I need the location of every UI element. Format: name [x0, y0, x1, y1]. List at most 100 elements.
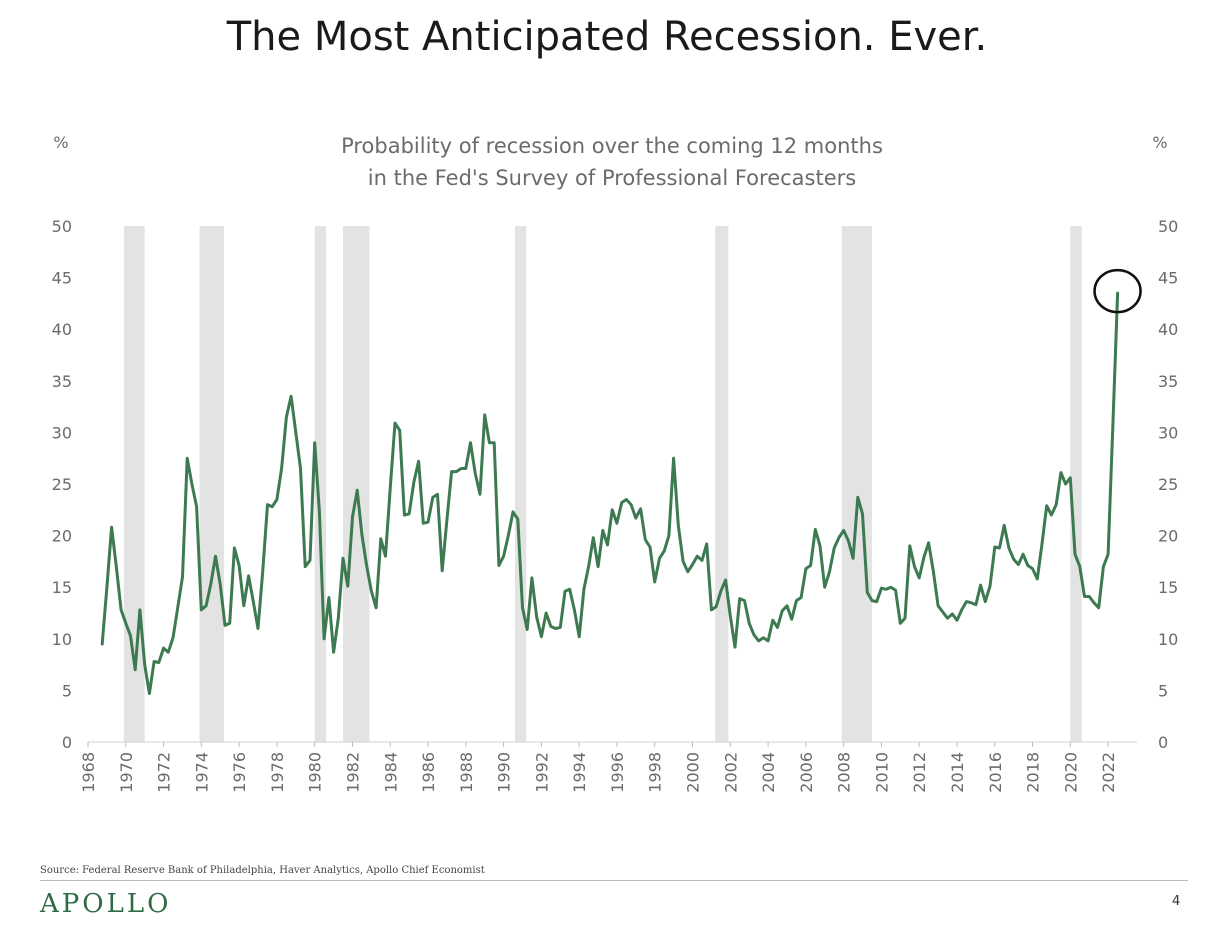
series-point	[351, 516, 353, 518]
x-tick-label: 1978	[268, 752, 287, 793]
series-point	[668, 534, 670, 536]
y-tick-left-label: 35	[52, 372, 72, 391]
series-point	[238, 564, 240, 566]
series-point	[512, 511, 514, 513]
series-point	[899, 622, 901, 624]
series-point	[417, 460, 419, 462]
y-tick-right-label: 35	[1158, 372, 1178, 391]
series-point	[937, 605, 939, 607]
series-point	[970, 601, 972, 603]
series-point	[384, 555, 386, 557]
y-tick-left-label: 5	[62, 681, 72, 700]
series-point	[299, 467, 301, 469]
series-point	[545, 612, 547, 614]
series-point	[842, 529, 844, 531]
series-point	[295, 431, 297, 433]
series-point	[129, 635, 131, 637]
series-point	[1012, 558, 1014, 560]
series-point	[318, 511, 320, 513]
series-point	[979, 584, 981, 586]
series-point	[271, 506, 273, 508]
y-tick-right-label: 40	[1158, 320, 1178, 339]
recession-band-2	[314, 226, 327, 742]
series-point	[285, 416, 287, 418]
series-point	[474, 472, 476, 474]
series-point	[602, 529, 604, 531]
series-point	[1074, 553, 1076, 555]
series-point	[757, 640, 759, 642]
chart-subtitle: Probability of recession over the coming…	[262, 130, 962, 194]
recession-band-7	[1070, 226, 1082, 742]
series-point	[644, 539, 646, 541]
series-point	[587, 565, 589, 567]
series-point	[139, 609, 141, 611]
series-point	[186, 457, 188, 459]
series-point	[148, 692, 150, 694]
series-point	[1027, 564, 1029, 566]
recession-band-3	[343, 226, 370, 742]
series-point	[531, 577, 533, 579]
series-point	[984, 600, 986, 602]
series-point	[649, 546, 651, 548]
series-point	[1069, 477, 1071, 479]
y-tick-left-label: 25	[52, 475, 72, 494]
series-point	[290, 395, 292, 397]
series-point	[710, 609, 712, 611]
x-tick-label: 1990	[495, 752, 514, 793]
series-point	[484, 414, 486, 416]
series-point	[228, 622, 230, 624]
series-point	[654, 581, 656, 583]
x-tick-label: 2016	[986, 752, 1005, 793]
series-point	[394, 422, 396, 424]
series-point	[101, 643, 103, 645]
series-point	[729, 615, 731, 617]
recession-band-5	[715, 226, 729, 742]
series-point	[347, 585, 349, 587]
x-tick-label: 2012	[910, 752, 929, 793]
series-point	[332, 651, 334, 653]
series-point	[559, 626, 561, 628]
x-tick-label: 2002	[721, 752, 740, 793]
footer-divider	[40, 880, 1188, 881]
x-tick-label: 1994	[570, 752, 589, 793]
series-point	[890, 586, 892, 588]
series-point	[833, 547, 835, 549]
series-point	[535, 616, 537, 618]
series-point	[805, 567, 807, 569]
series-point	[611, 509, 613, 511]
series-point	[1050, 514, 1052, 516]
source-note: Source: Federal Reserve Bank of Philadel…	[40, 865, 485, 876]
series-point	[715, 606, 717, 608]
series-point	[498, 564, 500, 566]
series-point	[564, 590, 566, 592]
series-point	[800, 596, 802, 598]
series-point	[243, 605, 245, 607]
page-title: The Most Anticipated Recession. Ever.	[226, 14, 988, 60]
y-tick-right-label: 15	[1158, 578, 1178, 597]
series-point	[597, 565, 599, 567]
series-point	[158, 661, 160, 663]
recession-band-4	[514, 226, 527, 742]
series-point	[857, 496, 859, 498]
series-point	[620, 501, 622, 503]
recession-probability-chart: 0 5 10 15 20 25 30 35 40 45 50 0 5 10 15 20 25 30 35 40 45 5…	[52, 133, 1179, 793]
series-point	[323, 638, 325, 640]
x-axis: 1968 1970 1972 1974 1976 1978 1980 1982 1984 1986…	[79, 742, 1118, 793]
series-point	[200, 609, 202, 611]
series-point	[370, 590, 372, 592]
x-tick-label: 2010	[872, 752, 891, 793]
series-point	[313, 442, 315, 444]
series-point	[1093, 601, 1095, 603]
series-point	[356, 489, 358, 491]
y-tick-right-label: 30	[1158, 423, 1178, 442]
series-point	[923, 556, 925, 558]
series-point	[885, 588, 887, 590]
series-point	[814, 528, 816, 530]
x-tick-label: 2004	[759, 752, 778, 793]
series-point	[635, 517, 637, 519]
series-point	[408, 513, 410, 515]
series-point	[214, 555, 216, 557]
series-point	[994, 546, 996, 548]
x-tick-label: 2022	[1099, 752, 1118, 793]
series-points	[101, 292, 1119, 695]
